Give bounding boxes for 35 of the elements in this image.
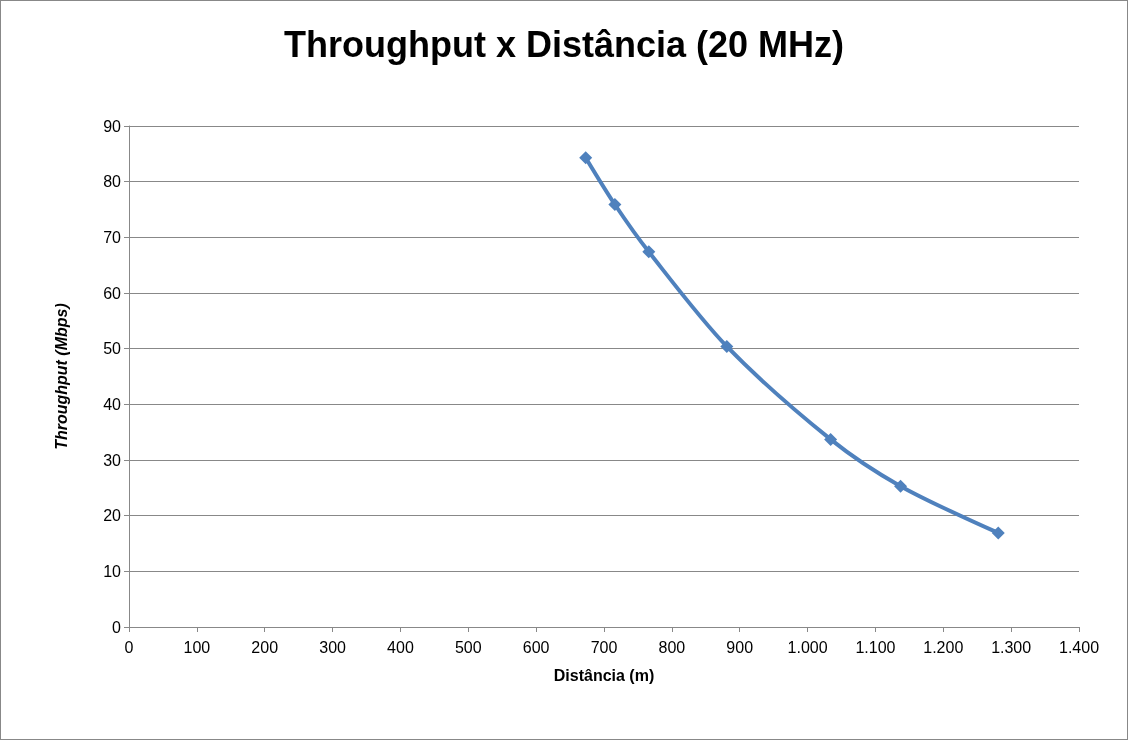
- y-tick-label: 80: [103, 173, 122, 191]
- x-tick-label: 900: [726, 638, 754, 656]
- x-tick-label: 400: [387, 638, 414, 656]
- chart-title: Throughput x Distância (20 MHz): [283, 23, 845, 65]
- x-tick-label: 100: [183, 638, 211, 656]
- x-tick-label: 0: [124, 638, 134, 656]
- y-tick-label: 30: [103, 451, 122, 469]
- x-tick-label: 200: [251, 638, 279, 656]
- y-tick-label: 40: [103, 395, 122, 413]
- x-tick-label: 500: [454, 638, 482, 656]
- x-axis-title: Distância (m): [553, 666, 655, 684]
- x-tick-label: 1.200: [923, 638, 964, 656]
- point: [720, 339, 734, 353]
- x-tick-label: 700: [590, 638, 618, 656]
- point: [608, 197, 622, 211]
- y-tick-label: 0: [112, 618, 122, 636]
- x-tick-label: 800: [658, 638, 686, 656]
- y-tick-label: 90: [103, 117, 122, 135]
- point: [894, 479, 908, 493]
- y-tick-label: 60: [103, 284, 122, 302]
- y-axis-title: Throughput (Mbps): [52, 303, 70, 450]
- y-tick-label: 50: [103, 340, 122, 358]
- x-tick-label: 1.400: [1058, 638, 1100, 656]
- point: [642, 245, 656, 259]
- x-tick-label: 1.100: [855, 638, 896, 656]
- y-tick-label: 20: [103, 507, 122, 525]
- x-tick-label: 300: [319, 638, 347, 656]
- y-tick-label: 10: [103, 562, 122, 580]
- point: [824, 432, 838, 446]
- x-tick-label: 600: [522, 638, 550, 656]
- x-tick-label: 1.000: [787, 638, 828, 656]
- point: [579, 151, 593, 165]
- x-tick-label: 1.300: [991, 638, 1032, 656]
- point: [991, 526, 1005, 540]
- y-tick-label: 70: [103, 228, 122, 246]
